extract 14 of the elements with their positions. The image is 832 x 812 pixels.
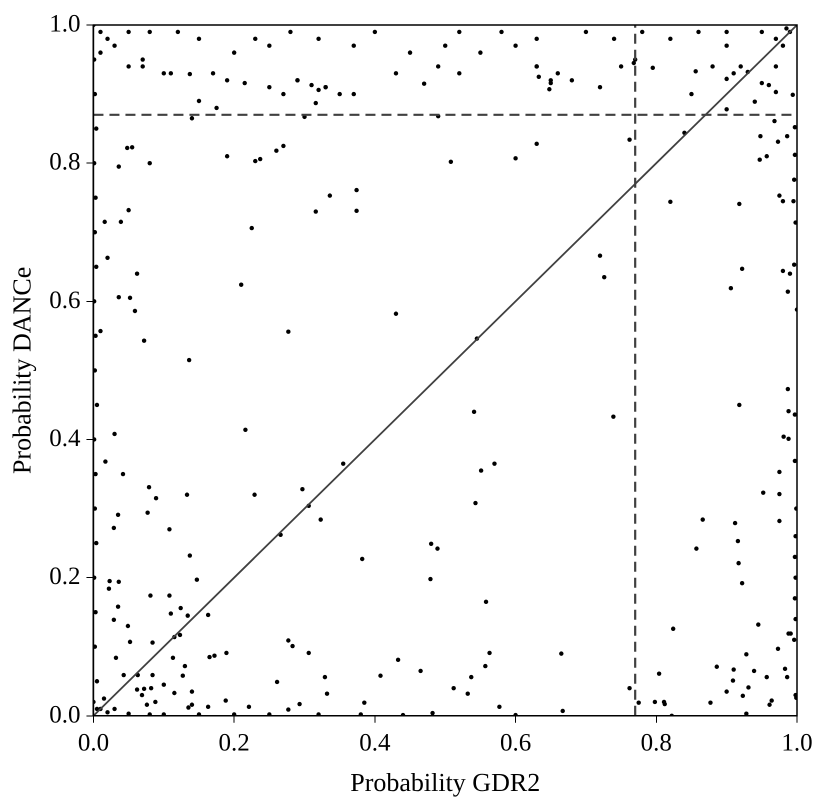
x-tick-label: 0.0 bbox=[78, 729, 110, 756]
y-tick-label: 0.2 bbox=[49, 563, 80, 590]
y-tick-label: 0.4 bbox=[49, 425, 81, 452]
y-tick-label: 0.8 bbox=[49, 148, 80, 176]
x-tick-label: 0.2 bbox=[218, 729, 250, 756]
x-tick-label: 0.6 bbox=[500, 729, 532, 756]
x-tick-label: 0.4 bbox=[359, 729, 391, 756]
x-axis-title: Probability GDR2 bbox=[350, 768, 540, 798]
x-tick-label: 0.8 bbox=[640, 729, 672, 756]
y-tick-label: 1.0 bbox=[49, 10, 80, 38]
y-tick-label: 0.6 bbox=[49, 286, 80, 314]
y-tick-label: 0.0 bbox=[49, 701, 80, 728]
x-tick-label: 1.0 bbox=[781, 729, 813, 756]
y-axis-title: Probability DANCe bbox=[7, 266, 36, 474]
